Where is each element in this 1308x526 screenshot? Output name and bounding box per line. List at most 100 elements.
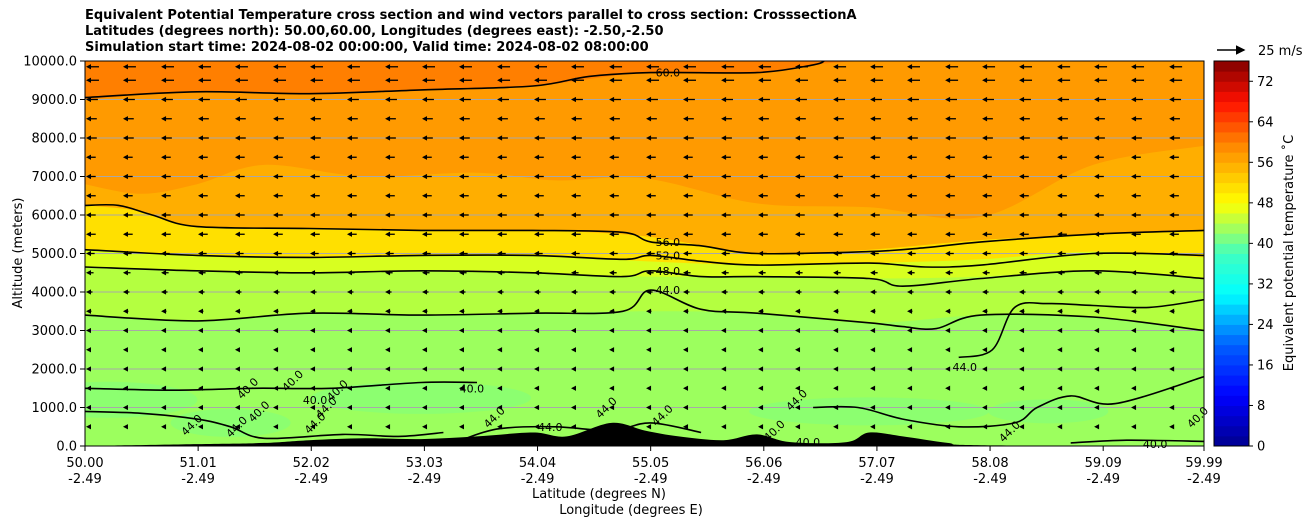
wind-head	[422, 308, 428, 314]
wind-vector	[907, 173, 917, 180]
wind-vector	[310, 212, 320, 218]
wind-head	[945, 385, 951, 391]
wind-head	[683, 212, 689, 218]
wind-head	[870, 231, 876, 237]
wind-head	[534, 173, 540, 180]
wind-vector	[534, 404, 540, 411]
wind-vector	[683, 154, 693, 160]
x-tick-label-lat: 54.04	[519, 456, 556, 471]
wind-head	[1094, 385, 1100, 391]
wind-head	[982, 347, 988, 353]
wind-vector	[758, 212, 768, 218]
wind-head	[609, 231, 615, 237]
wind-head	[198, 347, 204, 353]
wind-head	[122, 404, 128, 411]
wind-vector	[1094, 193, 1104, 199]
wind-vector	[459, 404, 464, 411]
wind-vector	[310, 270, 318, 276]
wind-head	[459, 116, 464, 122]
wind-vector	[459, 347, 464, 353]
wind-head	[534, 231, 540, 237]
wind-head	[161, 308, 167, 314]
wind-vector	[86, 385, 91, 391]
wind-head	[646, 289, 652, 295]
wind-vector	[422, 116, 433, 122]
wind-vector	[758, 347, 764, 353]
wind-head	[122, 424, 128, 430]
wind-head	[795, 173, 801, 180]
x-tick-label-lon: -2.49	[1086, 472, 1120, 487]
wind-head	[1131, 308, 1137, 314]
wind-head	[534, 424, 540, 430]
wind-vector	[346, 116, 358, 122]
wind-head	[122, 212, 128, 218]
wind-vector	[571, 193, 581, 199]
wind-vector	[870, 404, 876, 411]
wind-head	[422, 289, 428, 295]
wind-head	[1094, 154, 1100, 160]
wind-head	[646, 173, 652, 180]
wind-head	[795, 366, 801, 372]
wind-vector	[907, 308, 913, 314]
wind-head	[346, 424, 352, 430]
contour-label: 56.0	[656, 236, 681, 249]
contour-10	[1070, 439, 1204, 444]
wind-vector	[385, 96, 397, 103]
wind-vector	[459, 424, 464, 430]
wind-vector	[497, 231, 507, 237]
wind-head	[86, 289, 91, 295]
wind-head	[721, 231, 727, 237]
wind-head	[1019, 96, 1025, 103]
wind-vector	[1094, 424, 1100, 430]
wind-vector	[646, 308, 652, 314]
wind-vector	[273, 154, 283, 160]
wind-head	[86, 116, 91, 122]
wind-head	[198, 116, 204, 122]
wind-vector	[945, 327, 951, 334]
wind-head	[1057, 193, 1063, 199]
wind-vector	[459, 193, 469, 199]
wind-head	[122, 64, 128, 70]
wind-head	[982, 96, 988, 103]
wind-vector	[497, 289, 504, 295]
wind-head	[571, 96, 577, 103]
wind-head	[459, 385, 464, 391]
wind-head	[459, 347, 464, 353]
wind-vector	[646, 96, 658, 103]
wind-head	[571, 173, 577, 180]
wind-vector	[497, 270, 505, 276]
wind-vector	[721, 250, 730, 257]
wind-head	[198, 231, 204, 237]
wind-head	[870, 64, 876, 70]
wind-vector	[273, 77, 287, 83]
wind-vector	[310, 250, 319, 257]
wind-head	[870, 347, 876, 353]
wind-head	[1057, 289, 1063, 295]
wind-vector	[571, 173, 581, 180]
wind-vector	[1131, 173, 1141, 180]
wind-vector	[534, 77, 548, 83]
wind-vector	[721, 308, 727, 314]
wind-head	[721, 193, 727, 199]
contour-9	[813, 375, 1204, 428]
wind-head	[683, 77, 689, 83]
wind-head	[534, 289, 540, 295]
wind-head	[346, 385, 352, 391]
wind-vectors	[86, 64, 1183, 430]
wind-vector	[833, 308, 839, 314]
wind-vector	[385, 424, 391, 430]
wind-head	[945, 135, 951, 141]
wind-head	[833, 154, 839, 160]
wind-head	[385, 77, 391, 83]
wind-head	[721, 64, 727, 70]
wind-vector	[1057, 404, 1063, 411]
wind-vector	[198, 154, 208, 160]
wind-vector	[945, 404, 951, 411]
wind-vector	[86, 289, 93, 295]
wind-vector	[122, 308, 129, 314]
wind-vector	[1094, 173, 1104, 180]
wind-vector	[534, 64, 548, 70]
wind-head	[721, 270, 727, 276]
colorbar-segment	[1214, 294, 1249, 305]
wind-head	[534, 404, 540, 411]
